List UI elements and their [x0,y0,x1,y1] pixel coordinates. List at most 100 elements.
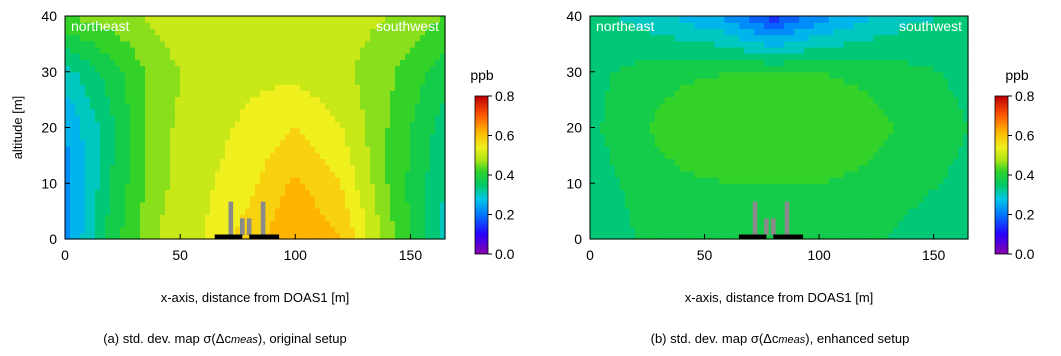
heatmap-cell [684,65,691,73]
heatmap-cell [754,195,760,203]
heatmap-cell [420,133,426,141]
heatmap-cell [225,214,231,222]
heatmap-cell [699,22,705,29]
heatmap-cell [649,59,656,67]
heatmap-cell [774,220,780,228]
heatmap-cell [843,46,850,54]
heatmap-cell [140,90,146,98]
heatmap-cell [155,208,161,215]
heatmap-cell [674,146,681,153]
heatmap-cell [694,177,701,184]
heatmap-cell [300,40,306,48]
heatmap-cell [843,121,850,129]
heatmap-cell [205,102,211,110]
heatmap-cell [185,133,191,141]
heatmap-cell [853,16,860,23]
heatmap-cell [310,183,316,191]
heatmap-cell [80,158,86,166]
heatmap-cell [365,170,371,178]
heatmap-cell [275,183,281,191]
heatmap-cell [250,115,256,122]
heatmap-cell [405,84,411,91]
heatmap-cell [440,164,446,172]
heatmap-cell [420,152,426,160]
heatmap-cell [320,46,326,54]
heatmap-cell [440,77,446,85]
heatmap-cell [385,214,391,222]
heatmap-cell [868,46,875,54]
heatmap-cell [893,189,899,197]
heatmap-cell [295,177,301,184]
heatmap-cell [290,220,296,228]
heatmap-cell [110,152,116,160]
heatmap-cell [798,164,805,172]
heatmap-cell [135,77,141,85]
heatmap-cell [310,46,316,54]
heatmap-cell [395,84,401,91]
heatmap-cell [315,77,321,85]
heatmap-cell [220,133,226,141]
heatmap-cell [135,40,141,48]
heatmap-cell [70,115,76,122]
heatmap-cell [813,133,820,141]
heatmap-cell [769,53,775,60]
heatmap-cell [654,22,661,29]
heatmap-cell [170,53,176,60]
heatmap-cell [245,84,251,91]
heatmap-cell [370,53,376,60]
heatmap-cell [115,133,121,141]
heatmap-cell [779,115,785,122]
heatmap-cell [833,152,840,160]
heatmap-cell [125,195,131,203]
heatmap-cell [843,71,850,79]
heatmap-cell [195,177,201,184]
heatmap-cell [734,34,740,42]
heatmap-cell [838,77,845,85]
heatmap-cell [674,34,681,42]
heatmap-cell [679,65,686,73]
heatmap-cell [634,220,641,228]
heatmap-cell [400,96,406,104]
heatmap-cell [634,16,641,23]
heatmap-cell [160,226,166,234]
heatmap-cell [185,84,191,91]
heatmap-cell [135,127,141,135]
heatmap-cell [270,146,276,153]
heatmap-cell [110,59,116,67]
heatmap-cell [888,22,894,29]
heatmap-cell [858,22,865,29]
heatmap-cell [170,127,176,135]
heatmap-cell [145,220,151,228]
heatmap-cell [798,53,805,60]
heatmap-cell [714,53,720,60]
heatmap-cell [280,34,286,42]
heatmap-cell [813,177,820,184]
heatmap-cell [639,16,646,23]
heatmap-cell [729,127,735,135]
heatmap-cell [435,65,441,73]
heatmap-cell [774,90,780,98]
heatmap-cell [793,84,800,91]
heatmap-cell [724,139,730,147]
heatmap-cell [275,127,281,135]
heatmap-cell [400,183,406,191]
heatmap-cell [684,201,691,209]
heatmap-cell [793,170,800,178]
heatmap-cell [325,127,331,135]
heatmap-cell [370,152,376,160]
heatmap-cell [195,22,201,29]
heatmap-cell [803,115,810,122]
heatmap-cell [345,115,351,122]
heatmap-cell [838,195,845,203]
heatmap-cell [375,40,381,48]
heatmap-cell [420,115,426,122]
heatmap-cell [400,220,406,228]
heatmap-cell [325,59,331,67]
heatmap-cell [709,121,715,129]
heatmap-cell [863,189,870,197]
heatmap-cell [659,115,666,122]
heatmap-cell [140,34,146,42]
heatmap-cell [130,96,136,104]
heatmap-cell [315,177,321,184]
heatmap-cell [793,214,800,222]
